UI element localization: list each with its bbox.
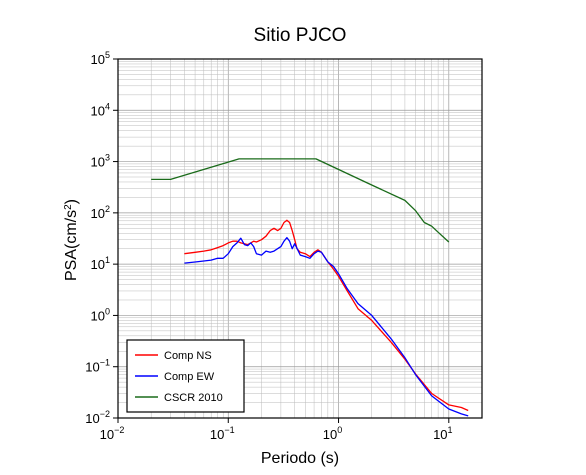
series-line-2 [151,158,450,243]
series-line-1 [184,236,469,417]
series-line-0 [184,219,469,412]
legend: Comp NS Comp EW CSCR 2010 [126,339,245,413]
x-axis-label: Periodo (s) [261,450,339,467]
y-tick-label: 104 [91,101,110,118]
y-tick-label: 101 [91,255,110,272]
legend-label-cscr: CSCR 2010 [164,392,223,404]
y-tick-label: 105 [91,50,110,67]
y-tick-label: 10−2 [85,409,110,426]
plot-frame [117,58,483,419]
x-tick-label: 101 [433,425,452,442]
legend-label-ns: Comp NS [164,350,212,362]
y-tick-label: 102 [91,204,110,221]
legend-label-ew: Comp EW [164,371,215,383]
y-axis-label: PSA(cm/s2) [63,199,81,281]
x-tick-label: 10−1 [210,425,235,442]
series-layer [151,158,469,417]
y-tick-label: 100 [91,306,110,323]
y-axis-label-close: ) [63,199,80,204]
y-tick-label: 103 [91,153,110,170]
y-axis-label-sup: 2 [63,204,74,210]
axis-ticks: 10−2 10−1 100 101 10−2 10−1 100 101 102 103 104 105 [85,50,452,442]
x-tick-label: 100 [323,425,342,442]
y-axis-label-base: PSA(cm/s [63,210,80,281]
x-tick-label: 10−2 [100,425,125,442]
y-tick-label: 10−1 [85,358,110,375]
chart-title: Sitio PJCO [254,25,347,46]
